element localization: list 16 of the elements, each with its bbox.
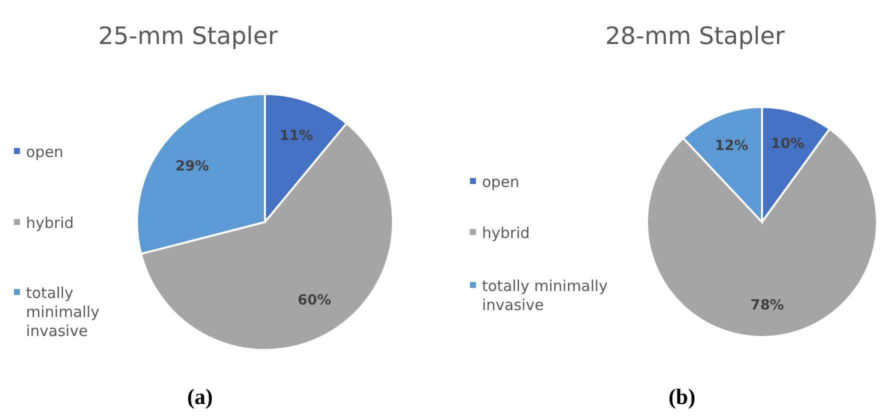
data-label: 11%	[279, 128, 313, 144]
text: (a)	[187, 384, 213, 409]
chart-title: 25-mm Stapler	[98, 22, 278, 50]
data-label: 12%	[714, 138, 748, 154]
legend-label: open	[26, 143, 64, 161]
text: (b)	[668, 384, 696, 409]
data-label: 60%	[298, 292, 332, 309]
legend-label: totally minimally invasive	[26, 284, 100, 340]
legend-label: hybrid	[26, 214, 74, 232]
legend-label: open	[482, 173, 520, 191]
data-label: 10%	[770, 136, 804, 152]
chart-title: 28-mm Stapler	[605, 22, 785, 50]
legend-label: totally minimally invasive	[482, 277, 608, 314]
legend-label: hybrid	[482, 224, 530, 242]
data-label: 29%	[175, 158, 209, 174]
data-label: 78%	[750, 298, 784, 314]
